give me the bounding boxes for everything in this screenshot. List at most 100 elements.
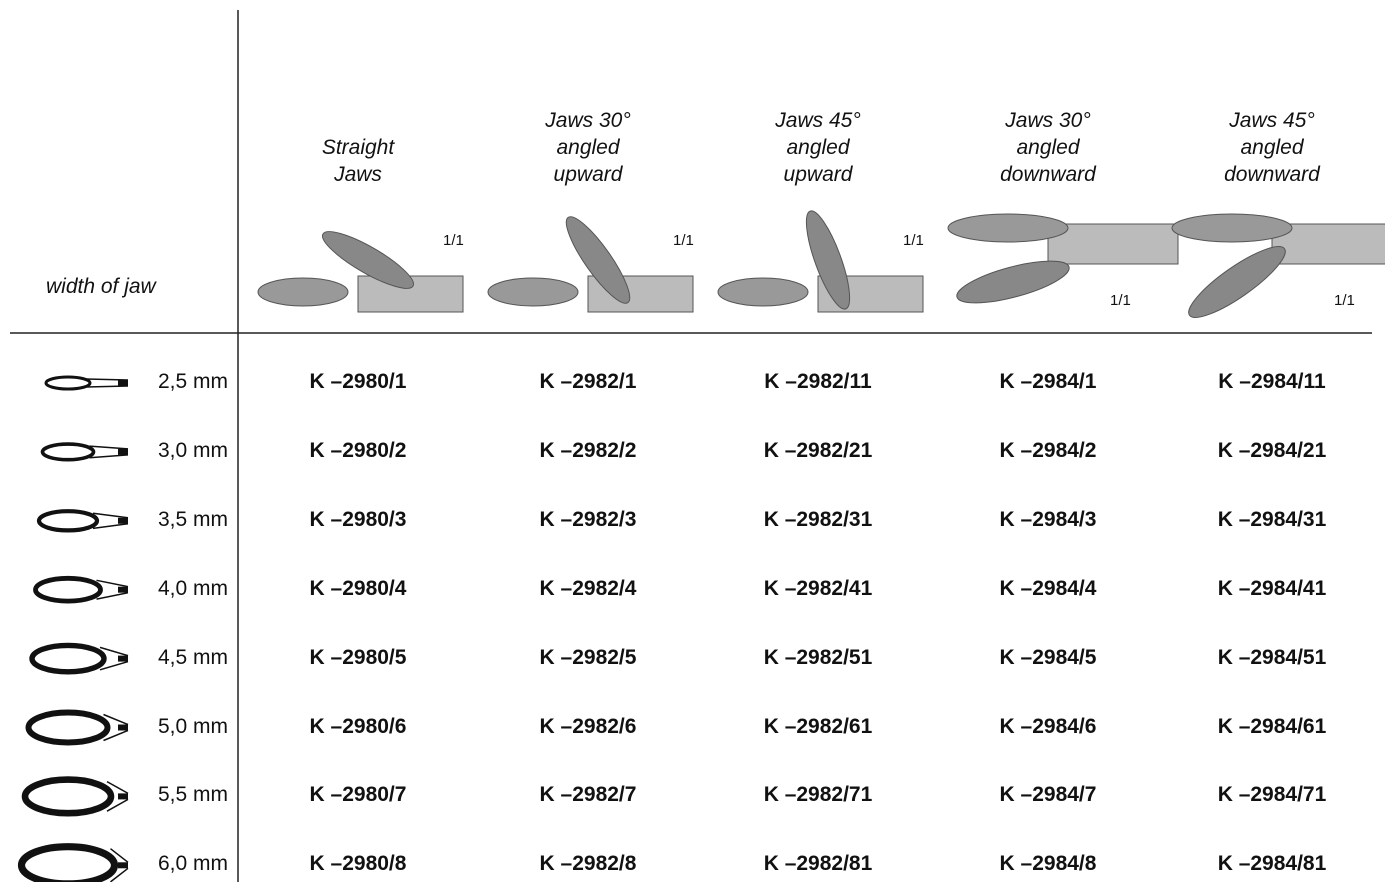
catalog-number: K –2980/6 <box>309 714 407 738</box>
jaw-icon-shaft <box>96 579 129 600</box>
catalog-number: K –2982/7 <box>539 783 637 807</box>
jaw-width: 2,5 mm <box>157 370 228 393</box>
jaw-icon <box>29 642 107 675</box>
catalog-number: K –2984/5 <box>999 645 1097 669</box>
jaw-width: 5,5 mm <box>157 783 228 807</box>
jaw-icon-tip <box>118 586 128 593</box>
jaw-icon <box>44 375 92 391</box>
scale-label: 1/1 <box>673 232 694 249</box>
catalog-number: K –2980/2 <box>309 438 407 462</box>
scale-label: 1/1 <box>1110 292 1131 309</box>
catalog-number: K –2984/31 <box>1217 507 1327 531</box>
catalog-number: K –2984/61 <box>1217 714 1327 738</box>
lower-jaw <box>717 277 809 307</box>
catalog-number: K –2984/41 <box>1217 576 1327 600</box>
catalog-number: K –2982/5 <box>539 645 637 669</box>
catalog-number: K –2982/3 <box>539 507 637 531</box>
catalog-number: K –2982/81 <box>763 852 873 876</box>
column-header: angled <box>1240 136 1304 159</box>
jaw-icon-shaft <box>89 445 129 459</box>
catalog-number: K –2984/7 <box>999 783 1097 807</box>
jaw-width: 5,0 mm <box>157 714 228 738</box>
jaw-icon-tip <box>118 655 128 662</box>
catalog-number: K –2984/4 <box>999 576 1097 600</box>
lower-jaw <box>257 277 349 307</box>
catalog-number: K –2980/1 <box>309 370 407 393</box>
catalog-number: K –2982/71 <box>763 783 873 807</box>
row-header: width of jaw <box>46 275 156 298</box>
catalog-number: K –2984/51 <box>1217 645 1327 669</box>
scale-label: 1/1 <box>443 232 464 249</box>
catalog-number: K –2980/7 <box>309 783 407 807</box>
jaw-width: 4,5 mm <box>157 645 228 669</box>
catalog-number: K –2984/21 <box>1217 438 1327 462</box>
catalog-number: K –2982/1 <box>539 370 637 393</box>
jaw-icon <box>33 575 103 604</box>
catalog-number: K –2984/6 <box>999 714 1097 738</box>
catalog-number: K –2982/41 <box>763 576 873 600</box>
catalog-number: K –2984/1 <box>999 370 1097 393</box>
column-header: Jaws <box>334 163 382 186</box>
jaw-icon <box>17 843 119 882</box>
catalog-number: K –2984/3 <box>999 507 1097 531</box>
column-header: angled <box>556 136 620 159</box>
catalog-number: K –2980/8 <box>309 852 407 876</box>
upper-jaw <box>322 231 414 289</box>
jaw-icon-tip <box>118 448 128 455</box>
column-header: angled <box>1016 136 1080 159</box>
catalog-number: K –2982/61 <box>763 714 873 738</box>
catalog-number: K –2982/2 <box>539 438 637 462</box>
jaw-icon-shaft <box>103 713 129 742</box>
column-header: upward <box>783 163 853 186</box>
catalog-number: K –2984/71 <box>1217 783 1327 807</box>
column-header: downward <box>1000 163 1096 186</box>
upper-jaw <box>947 213 1069 243</box>
jaw-icon-tip <box>118 724 128 731</box>
catalog-number: K –2982/31 <box>763 507 873 531</box>
catalog-number: K –2984/11 <box>1218 370 1326 393</box>
catalog-number: K –2982/8 <box>539 852 637 876</box>
lower-jaw <box>1188 246 1286 318</box>
jaw-icon-shaft <box>85 378 129 388</box>
catalog-number: K –2980/3 <box>309 507 407 531</box>
jaw-icon <box>40 442 96 462</box>
shaft <box>1047 223 1179 265</box>
column-header: upward <box>553 163 623 186</box>
column-header: Jaws 30° <box>1005 109 1091 132</box>
lower-jaw <box>487 277 579 307</box>
column-header: downward <box>1224 163 1320 186</box>
catalog-number: K –2980/4 <box>309 576 407 600</box>
jaw-icon-tip <box>118 380 128 386</box>
jaw-icon-shaft <box>92 512 129 530</box>
jaw-width: 3,5 mm <box>157 507 228 531</box>
upper-jaw <box>805 210 851 310</box>
catalog-number: K –2984/81 <box>1217 852 1327 876</box>
jaw-icon-shaft <box>110 848 129 882</box>
jaw-icon-tip <box>118 793 128 800</box>
catalog-number: K –2982/4 <box>539 576 637 600</box>
jaw-icon <box>36 509 100 533</box>
lower-jaw <box>956 260 1070 304</box>
jaw-icon-tip <box>118 862 128 869</box>
catalog-number: K –2982/21 <box>763 438 873 462</box>
jaw-icon-tip <box>118 517 128 524</box>
catalog-number: K –2982/11 <box>764 370 872 393</box>
jaw-width: 4,0 mm <box>157 576 228 600</box>
scale-label: 1/1 <box>1334 292 1355 309</box>
column-header: Jaws 45° <box>1229 109 1315 132</box>
catalog-number: K –2980/5 <box>309 645 407 669</box>
column-header: Straight <box>321 136 395 159</box>
catalog-number: K –2982/6 <box>539 714 637 738</box>
catalog-number: K –2984/2 <box>999 438 1097 462</box>
column-header: angled <box>786 136 850 159</box>
upper-jaw <box>1171 213 1293 243</box>
jaw-width: 6,0 mm <box>157 852 228 876</box>
jaw-icon <box>25 709 111 746</box>
jaw-icon <box>21 776 115 817</box>
catalog-number: K –2982/51 <box>763 645 873 669</box>
jaw-icon-shaft <box>99 646 129 671</box>
jaw-icon-shaft <box>106 780 129 812</box>
catalog-number: K –2984/8 <box>999 852 1097 876</box>
